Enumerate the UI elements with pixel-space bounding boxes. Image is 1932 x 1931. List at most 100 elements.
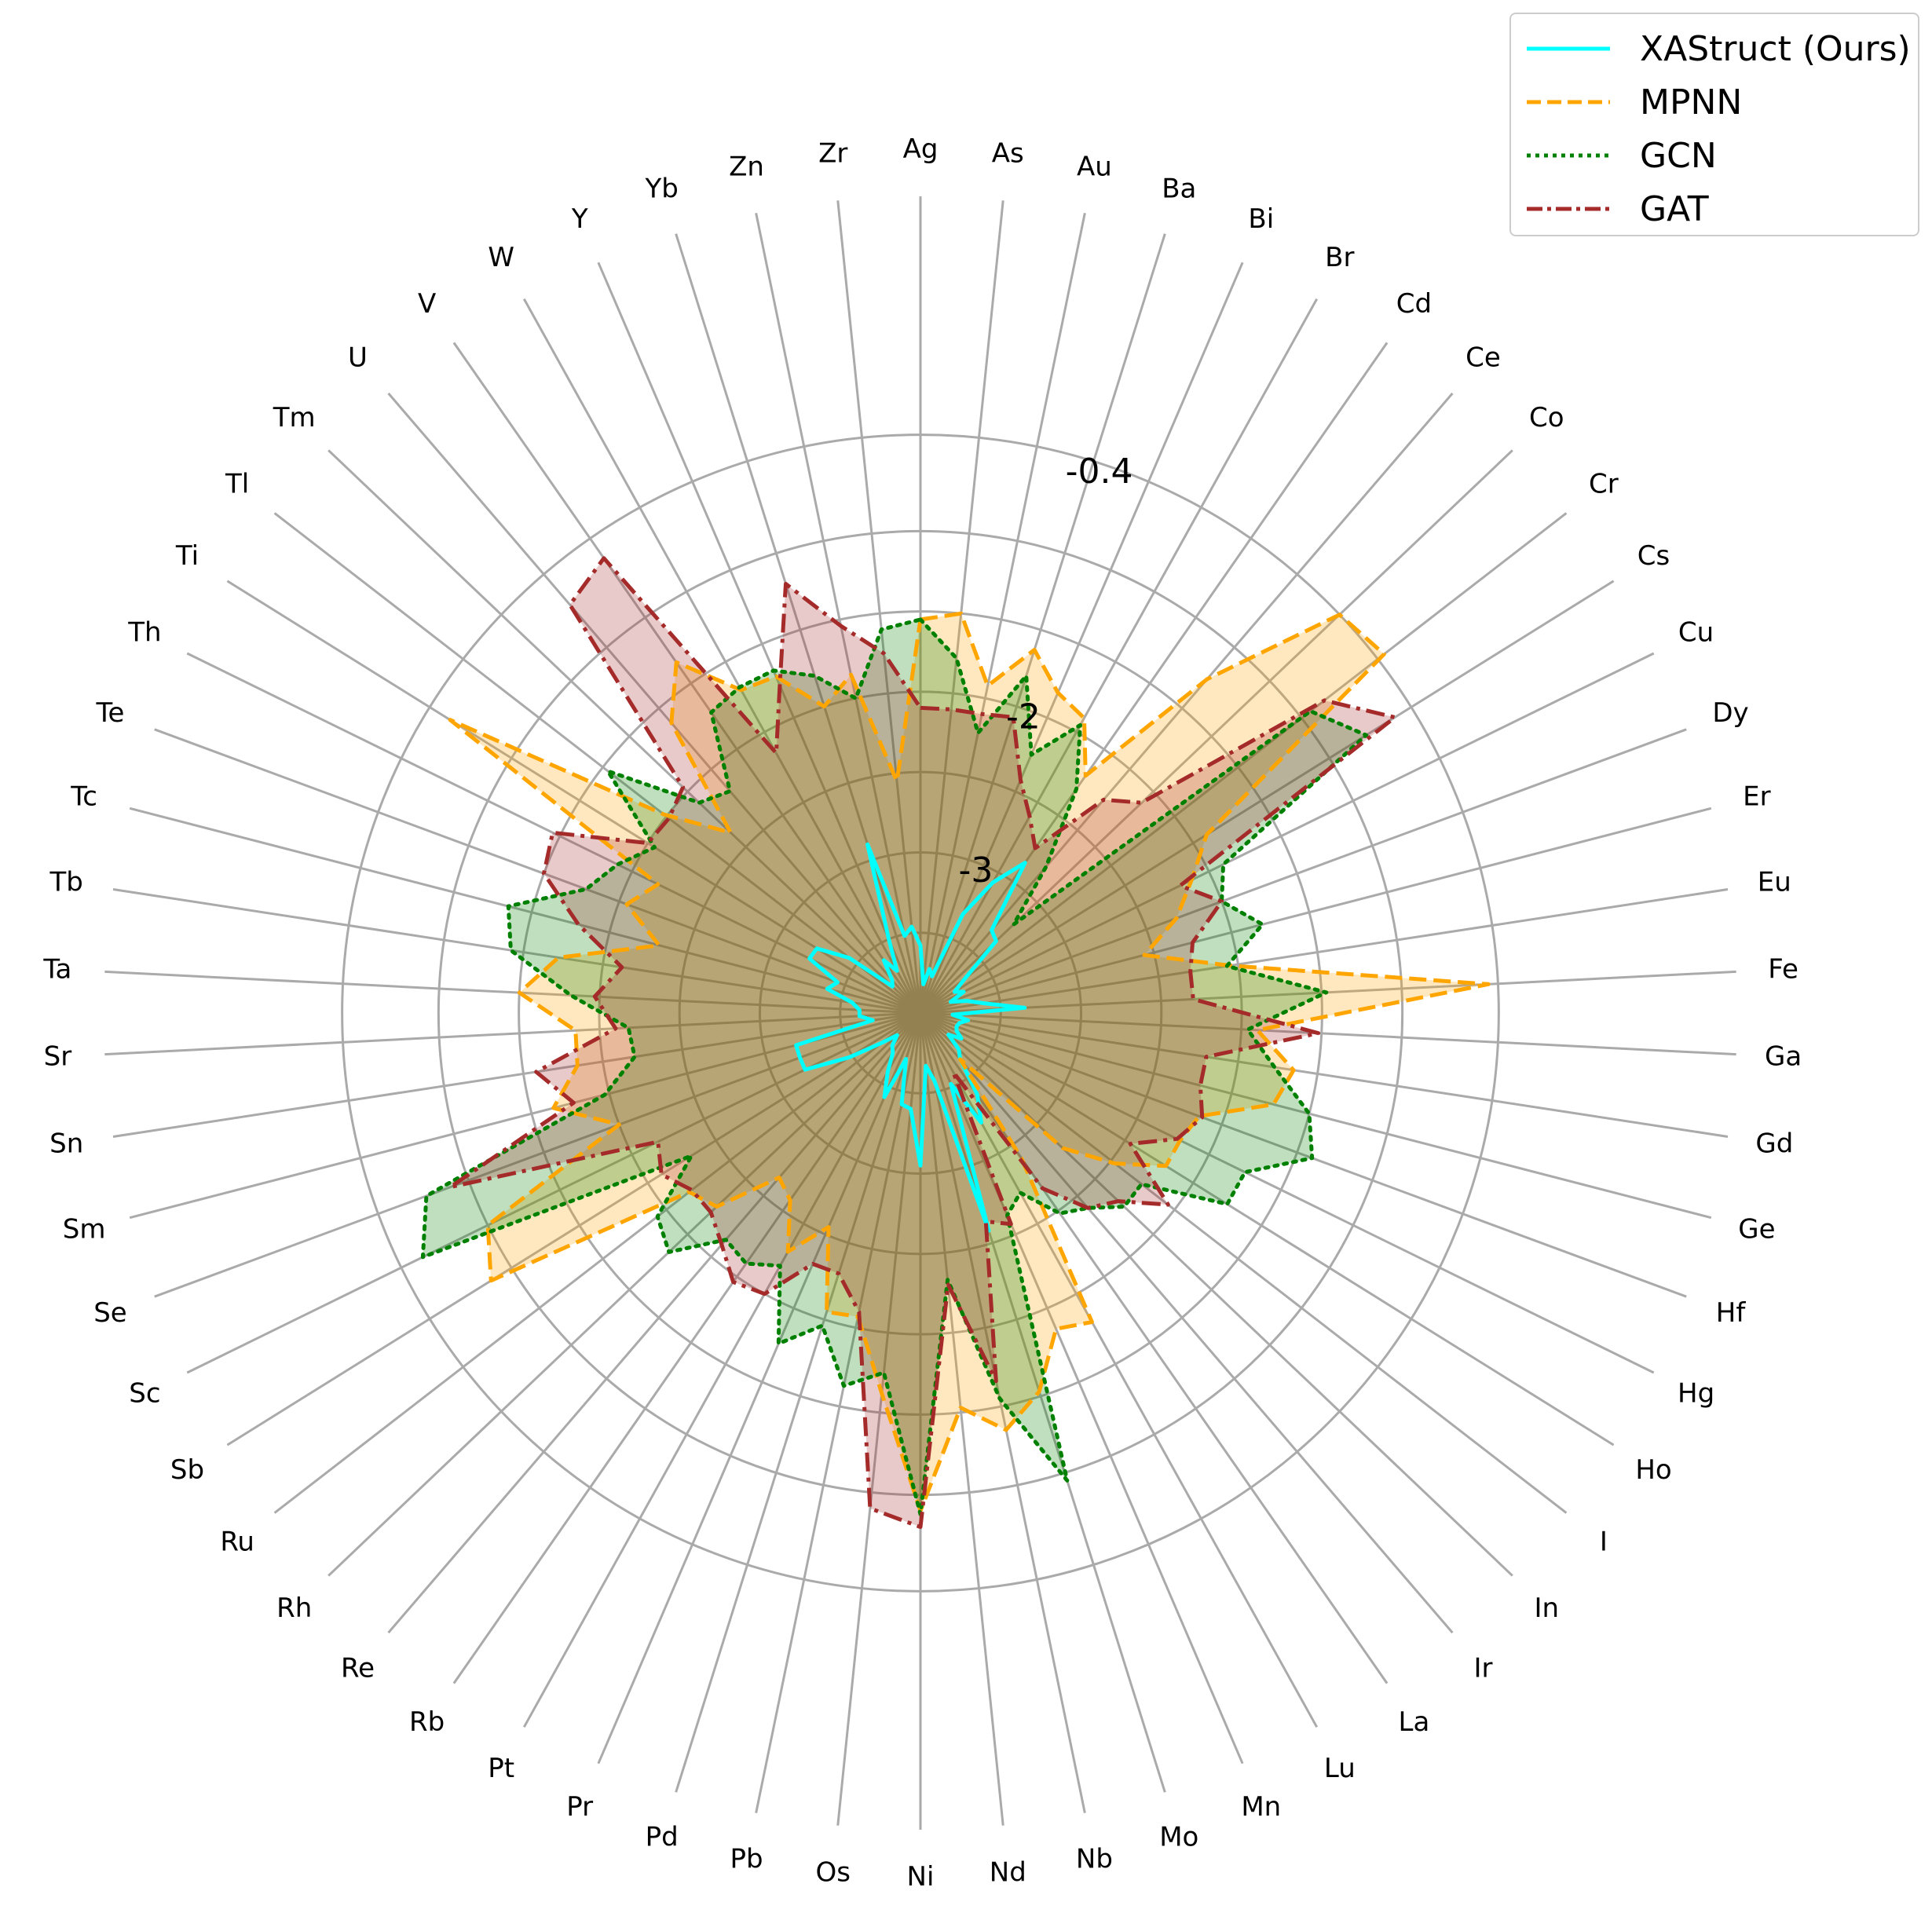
- category-label: Ru: [220, 1526, 254, 1557]
- radial-tick-label: -2: [1006, 697, 1041, 737]
- legend-label: GAT: [1640, 188, 1709, 229]
- category-label: Lu: [1324, 1753, 1356, 1784]
- series-line-0: [794, 842, 1027, 1233]
- grid-spoke: [104, 970, 921, 1015]
- category-label: Tb: [49, 866, 83, 898]
- grid-spoke: [919, 1012, 1244, 1765]
- category-label: Re: [341, 1653, 375, 1684]
- category-label: Co: [1529, 402, 1564, 433]
- series-fill-1: [450, 613, 1489, 1512]
- grid-spoke: [919, 392, 1454, 1014]
- grid-spoke: [919, 1012, 1389, 1684]
- grid-spoke: [919, 298, 1319, 1014]
- grid-spoke: [675, 1012, 922, 1793]
- grid-spoke: [920, 1011, 1729, 1138]
- radial-tick-labels: -3 -2 -0.4: [959, 452, 1133, 891]
- category-label: Cs: [1637, 540, 1670, 572]
- grid-spoke: [154, 728, 921, 1015]
- category-label: Ir: [1474, 1653, 1493, 1684]
- category-label: Te: [96, 697, 125, 729]
- grid-spoke: [919, 261, 1244, 1014]
- category-label: Ti: [175, 540, 199, 572]
- category-label: Mn: [1241, 1791, 1281, 1823]
- category-label: Nd: [990, 1856, 1026, 1888]
- grid-spoke: [186, 1011, 921, 1374]
- category-label: Nb: [1076, 1843, 1113, 1874]
- grid-spoke: [919, 1012, 1454, 1634]
- grid-spoke: [104, 1011, 921, 1056]
- legend-swatch-gat: [1527, 207, 1610, 211]
- category-label: Tl: [225, 469, 249, 500]
- category-label: Pd: [646, 1822, 679, 1853]
- series-fill-3: [450, 558, 1396, 1527]
- grid-spoke: [920, 728, 1687, 1015]
- category-label: Dy: [1712, 697, 1748, 729]
- legend-item-mpnn: MPNN: [1525, 75, 1918, 129]
- grid-spoke: [919, 342, 1389, 1014]
- category-label: Sc: [129, 1377, 160, 1409]
- category-label: Yb: [645, 173, 679, 204]
- grid-spoke: [919, 200, 1004, 1014]
- grid-spoke: [522, 298, 922, 1014]
- grid-spoke: [919, 1012, 1319, 1728]
- legend-label: MPNN: [1640, 82, 1743, 123]
- grid-spoke: [327, 1011, 922, 1577]
- category-label: Ta: [42, 953, 71, 985]
- grid-spoke: [597, 1012, 922, 1765]
- grid-spoke: [919, 1012, 1086, 1814]
- category-label: Mo: [1159, 1822, 1198, 1853]
- category-label: As: [992, 138, 1024, 170]
- grid-spoke: [919, 1011, 1513, 1577]
- grid-spoke: [919, 449, 1513, 1015]
- grid-spoke: [920, 888, 1729, 1015]
- category-label: Ni: [907, 1861, 935, 1893]
- category-label: V: [418, 288, 436, 320]
- grid-spoke: [226, 580, 921, 1015]
- category-label: La: [1399, 1706, 1430, 1738]
- series-fills: [423, 558, 1489, 1527]
- category-label: Eu: [1758, 866, 1791, 898]
- legend-swatch-xastruct: [1527, 46, 1610, 51]
- series-line-3: [448, 556, 1397, 1529]
- legend-item-gcn: GCN: [1525, 129, 1918, 182]
- category-label: Zn: [729, 152, 764, 183]
- category-label: Ce: [1465, 342, 1501, 373]
- grid-spoke: [920, 1011, 1736, 1056]
- grid-spoke: [452, 1012, 922, 1684]
- legend-item-gat: GAT: [1525, 182, 1918, 236]
- grid-spoke: [129, 1011, 921, 1220]
- category-label: Er: [1743, 781, 1770, 812]
- grid-spoke: [920, 512, 1568, 1015]
- grid-spoke: [186, 652, 921, 1015]
- category-labels: Ag As Au Ba Bi Br Cd Ce Co Cr Cs Cu Dy Er Eu Fe Ga Gd Ge Hf…: [42, 133, 1802, 1893]
- grid-spoke: [154, 1011, 921, 1298]
- category-label: Y: [571, 203, 588, 235]
- series-lines: [420, 556, 1491, 1529]
- category-label: U: [348, 342, 368, 373]
- category-label: Ho: [1635, 1454, 1671, 1486]
- grid-spoke: [273, 512, 921, 1015]
- grid-spoke: [273, 1011, 921, 1514]
- category-label: In: [1534, 1593, 1559, 1624]
- category-label: Au: [1077, 152, 1112, 183]
- category-label: Ga: [1765, 1041, 1802, 1073]
- category-label: Cu: [1678, 617, 1714, 649]
- grid-spoke: [675, 233, 922, 1014]
- category-label: Rb: [409, 1706, 445, 1738]
- radar-grid: [104, 196, 1736, 1830]
- grid-spoke: [920, 580, 1615, 1015]
- category-label: Br: [1325, 242, 1354, 273]
- category-label: Os: [815, 1856, 850, 1888]
- category-label: Ge: [1738, 1214, 1775, 1245]
- grid-spoke: [919, 1012, 1166, 1793]
- category-label: Th: [127, 617, 161, 649]
- category-label: Tm: [273, 402, 316, 433]
- category-label: Fe: [1768, 953, 1798, 985]
- grid-spoke: [597, 261, 922, 1014]
- grid-spoke: [226, 1011, 921, 1446]
- grid-spoke: [919, 233, 1166, 1014]
- category-label: Sr: [44, 1041, 72, 1073]
- grid-spoke: [327, 449, 922, 1015]
- grid-spoke: [387, 1012, 922, 1634]
- category-label: Sn: [49, 1128, 83, 1160]
